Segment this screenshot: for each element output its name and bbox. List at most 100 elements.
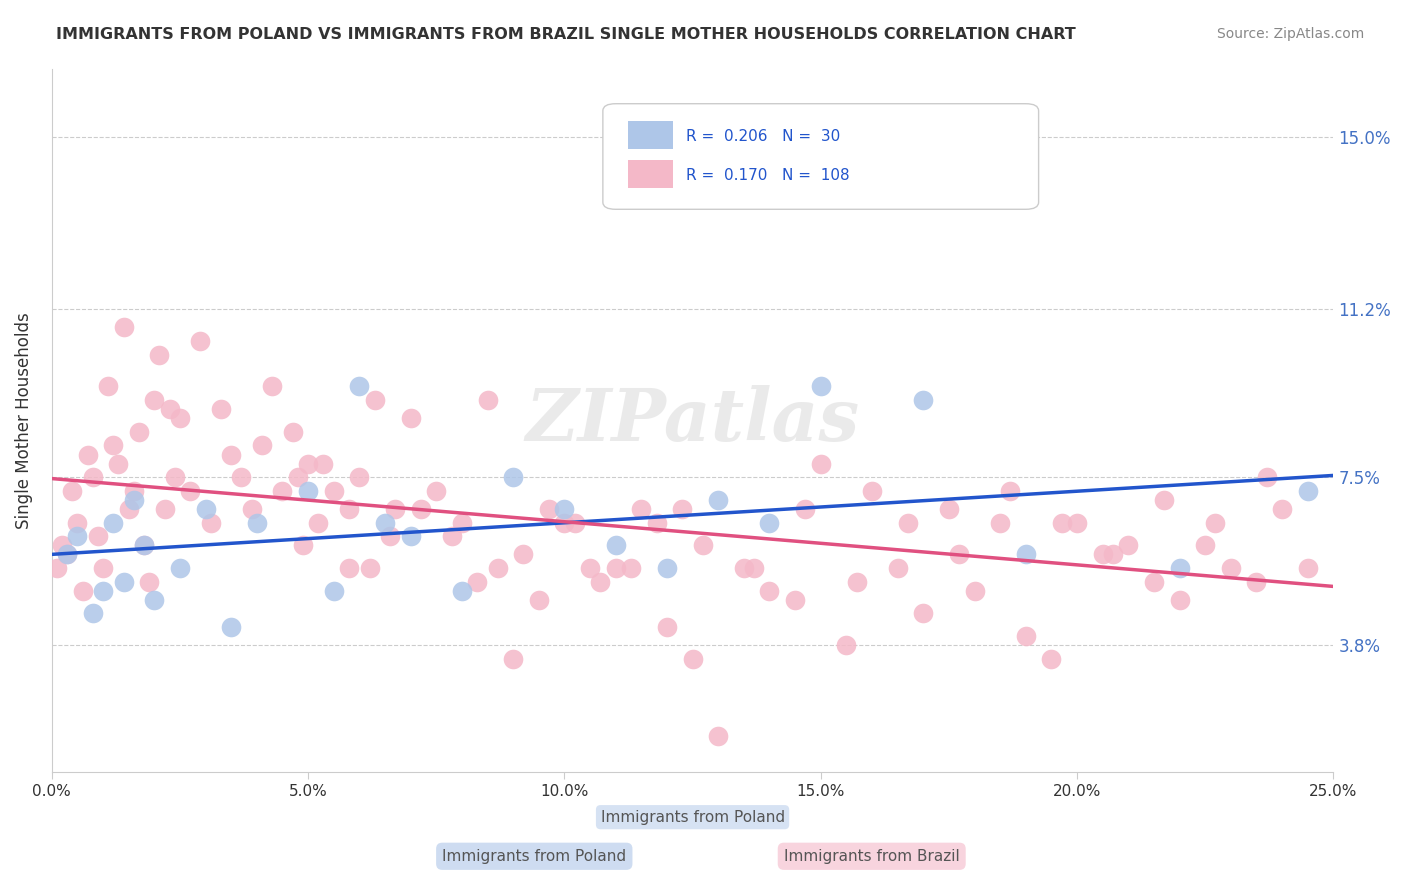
Point bbox=[91, 561, 114, 575]
Point bbox=[337, 502, 360, 516]
Point bbox=[399, 529, 422, 543]
Point bbox=[794, 502, 817, 516]
Point bbox=[51, 538, 73, 552]
Point bbox=[112, 320, 135, 334]
Text: ZIPatlas: ZIPatlas bbox=[526, 385, 859, 456]
Point bbox=[707, 492, 730, 507]
Point bbox=[553, 502, 575, 516]
Text: R =  0.170   N =  108: R = 0.170 N = 108 bbox=[686, 168, 849, 183]
Point bbox=[82, 607, 104, 621]
Point bbox=[988, 516, 1011, 530]
Point bbox=[564, 516, 586, 530]
Point bbox=[107, 457, 129, 471]
Point bbox=[785, 592, 807, 607]
Point bbox=[364, 392, 387, 407]
Point bbox=[384, 502, 406, 516]
Text: Immigrants from Poland: Immigrants from Poland bbox=[443, 849, 626, 863]
Point bbox=[742, 561, 765, 575]
Point bbox=[190, 334, 212, 348]
Point bbox=[589, 574, 612, 589]
Point bbox=[707, 729, 730, 743]
Point bbox=[138, 574, 160, 589]
Point bbox=[240, 502, 263, 516]
Point bbox=[291, 538, 314, 552]
Point bbox=[297, 483, 319, 498]
Point bbox=[733, 561, 755, 575]
Point bbox=[963, 583, 986, 598]
Point bbox=[82, 470, 104, 484]
Point bbox=[219, 448, 242, 462]
Point bbox=[307, 516, 329, 530]
Point bbox=[297, 457, 319, 471]
Point bbox=[271, 483, 294, 498]
Point bbox=[132, 538, 155, 552]
Point bbox=[758, 516, 780, 530]
Point bbox=[645, 516, 668, 530]
Point bbox=[374, 516, 396, 530]
Point bbox=[758, 583, 780, 598]
Point bbox=[87, 529, 110, 543]
Point bbox=[1015, 629, 1038, 643]
Point bbox=[409, 502, 432, 516]
FancyBboxPatch shape bbox=[603, 103, 1039, 210]
Point bbox=[512, 548, 534, 562]
Point bbox=[359, 561, 381, 575]
Point bbox=[378, 529, 401, 543]
Point bbox=[938, 502, 960, 516]
Point bbox=[553, 516, 575, 530]
Point bbox=[605, 538, 627, 552]
Point bbox=[128, 425, 150, 439]
Point bbox=[246, 516, 269, 530]
Text: Immigrants from Poland: Immigrants from Poland bbox=[600, 810, 785, 825]
Point bbox=[1102, 548, 1125, 562]
Point bbox=[72, 583, 94, 598]
Point bbox=[97, 379, 120, 393]
Point bbox=[1091, 548, 1114, 562]
Point bbox=[163, 470, 186, 484]
Text: Immigrants from Brazil: Immigrants from Brazil bbox=[785, 849, 960, 863]
Point bbox=[281, 425, 304, 439]
Point bbox=[502, 470, 524, 484]
Point bbox=[912, 392, 935, 407]
Point bbox=[1118, 538, 1140, 552]
Point bbox=[1271, 502, 1294, 516]
Point bbox=[1000, 483, 1022, 498]
Point bbox=[76, 448, 98, 462]
Point bbox=[287, 470, 309, 484]
Point bbox=[451, 583, 474, 598]
Point bbox=[860, 483, 883, 498]
Point bbox=[103, 516, 125, 530]
Point bbox=[231, 470, 253, 484]
Point bbox=[66, 516, 89, 530]
Point bbox=[349, 470, 371, 484]
Point bbox=[1066, 516, 1088, 530]
Point bbox=[1168, 561, 1191, 575]
Point bbox=[655, 561, 678, 575]
Point bbox=[1256, 470, 1278, 484]
Point bbox=[1040, 652, 1063, 666]
Point bbox=[845, 574, 868, 589]
Point bbox=[153, 502, 176, 516]
Point bbox=[169, 411, 191, 425]
Point bbox=[1143, 574, 1166, 589]
Point bbox=[655, 620, 678, 634]
Point bbox=[605, 561, 627, 575]
Point bbox=[143, 392, 166, 407]
Point bbox=[122, 483, 145, 498]
Point bbox=[502, 652, 524, 666]
Point bbox=[912, 607, 935, 621]
Point bbox=[692, 538, 714, 552]
Point bbox=[1168, 592, 1191, 607]
Text: Source: ZipAtlas.com: Source: ZipAtlas.com bbox=[1216, 27, 1364, 41]
Point bbox=[527, 592, 550, 607]
Point bbox=[159, 402, 181, 417]
Bar bbox=[628, 121, 673, 150]
Point bbox=[451, 516, 474, 530]
Point bbox=[143, 592, 166, 607]
Point bbox=[1246, 574, 1268, 589]
Point bbox=[810, 457, 832, 471]
Point bbox=[169, 561, 191, 575]
Bar bbox=[628, 160, 673, 188]
Point bbox=[579, 561, 602, 575]
Point bbox=[56, 548, 79, 562]
